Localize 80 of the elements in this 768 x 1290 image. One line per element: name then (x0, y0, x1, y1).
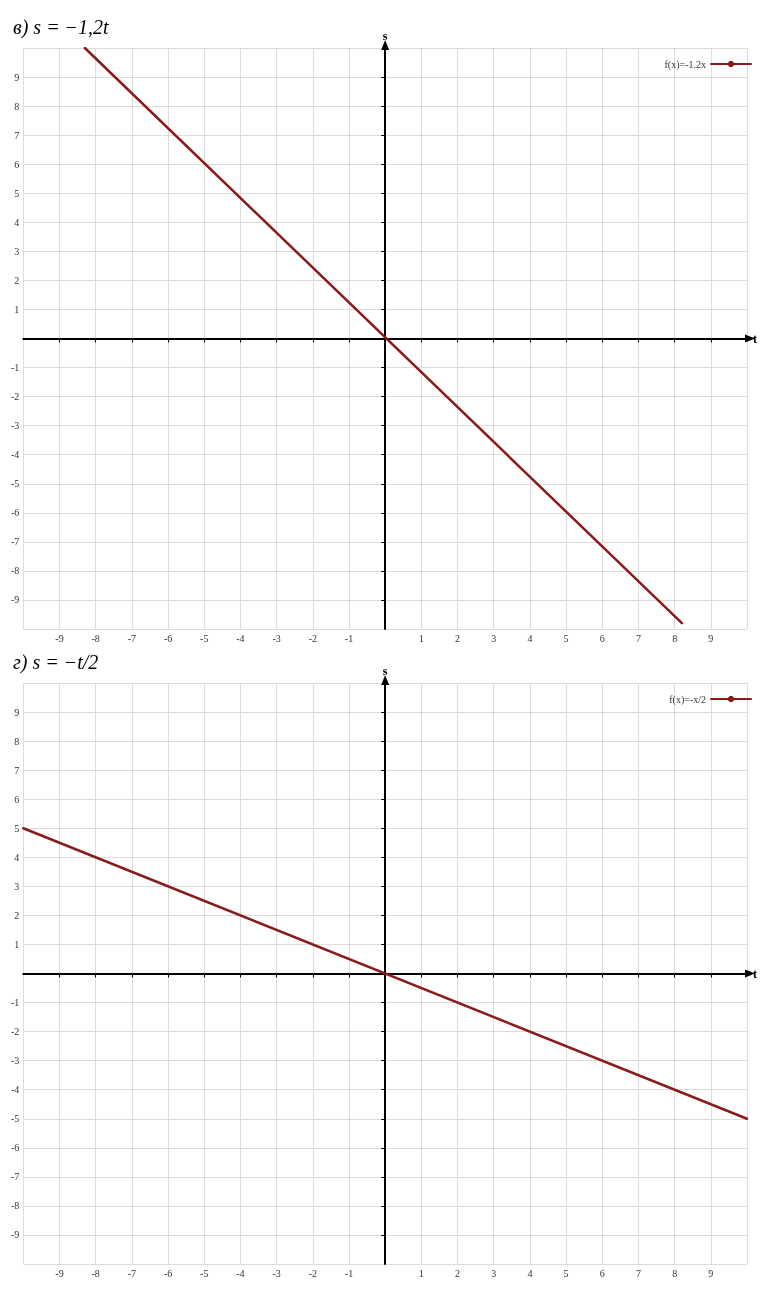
legend-label: f(x)=-1.2x (664, 58, 706, 71)
x-tick-label: 8 (672, 632, 678, 644)
x-tick-label: -7 (127, 632, 137, 644)
y-tick-label: -7 (10, 1171, 20, 1183)
x-tick-label: -4 (236, 1267, 245, 1279)
y-tick-label: 4 (14, 216, 20, 228)
x-tick-label: -2 (308, 1267, 317, 1279)
y-tick-label: 7 (14, 129, 20, 141)
x-tick-label: -8 (91, 632, 100, 644)
chart-title: г) s = −t/2 (13, 651, 99, 674)
x-tick-label: -1 (344, 632, 354, 644)
x-tick-label: -5 (200, 1267, 209, 1279)
x-tick-label: -6 (163, 632, 173, 644)
y-tick-label: 8 (14, 735, 20, 747)
y-tick-label: 1 (14, 938, 20, 950)
x-tick-label: -3 (272, 1267, 281, 1279)
x-tick-label: -9 (55, 1267, 64, 1279)
x-tick-label: 5 (563, 632, 569, 644)
y-tick-label: 5 (14, 822, 20, 834)
x-tick-label: 4 (527, 1267, 533, 1279)
x-tick-label: 2 (455, 632, 461, 644)
x-tick-label: 8 (672, 1267, 678, 1279)
x-tick-label: 3 (491, 1267, 497, 1279)
y-tick-label: -6 (10, 507, 20, 519)
x-tick-label: 4 (527, 632, 533, 644)
y-tick-label: 9 (14, 71, 20, 83)
x-axis-title: t (753, 331, 757, 346)
y-tick-label: -6 (10, 1142, 20, 1154)
y-tick-label: -3 (10, 420, 20, 432)
y-tick-label: 5 (14, 187, 20, 199)
x-tick-label: 9 (708, 632, 714, 644)
y-tick-label: -9 (10, 1229, 20, 1241)
x-tick-label: -9 (55, 632, 64, 644)
x-tick-label: 1 (418, 632, 424, 644)
x-tick-label: 1 (418, 1267, 424, 1279)
x-tick-label: 3 (491, 632, 497, 644)
x-tick-label: 5 (563, 1267, 569, 1279)
x-tick-label: 7 (635, 632, 641, 644)
y-tick-label: 3 (14, 245, 20, 257)
y-tick-label: -3 (10, 1055, 20, 1067)
x-tick-label: -7 (127, 1267, 137, 1279)
x-tick-label: 2 (455, 1267, 461, 1279)
x-axis-title: t (753, 966, 757, 981)
x-tick-label: -6 (163, 1267, 173, 1279)
x-tick-label: -3 (272, 632, 281, 644)
y-tick-label: -1 (10, 362, 20, 374)
y-tick-label: 3 (14, 880, 20, 892)
y-tick-label: -8 (10, 565, 20, 577)
y-tick-label: -8 (10, 1200, 20, 1212)
y-tick-label: -5 (10, 1113, 20, 1125)
y-tick-label: 2 (14, 909, 20, 921)
y-tick-label: 2 (14, 274, 20, 286)
y-tick-label: -4 (10, 1084, 20, 1096)
x-tick-label: -1 (344, 1267, 354, 1279)
x-tick-label: 9 (708, 1267, 714, 1279)
y-tick-label: 9 (14, 706, 20, 718)
y-tick-label: 6 (14, 158, 20, 170)
y-tick-label: 7 (14, 764, 20, 776)
y-tick-label: -5 (10, 478, 20, 490)
y-tick-label: 6 (14, 793, 20, 805)
y-tick-label: -4 (10, 449, 20, 461)
y-tick-label: -2 (10, 1026, 20, 1038)
y-tick-label: -9 (10, 594, 20, 606)
y-tick-label: 1 (14, 303, 20, 315)
y-tick-label: -2 (10, 391, 20, 403)
x-tick-label: -8 (91, 1267, 100, 1279)
y-axis-title: s (382, 664, 388, 678)
legend-label: f(x)=-x/2 (669, 693, 706, 706)
x-tick-label: 6 (599, 1267, 605, 1279)
x-tick-label: -5 (200, 632, 209, 644)
x-tick-label: 6 (599, 632, 605, 644)
y-tick-label: 4 (14, 851, 20, 863)
x-tick-label: -2 (308, 632, 317, 644)
y-axis-title: s (382, 29, 388, 43)
y-tick-label: -7 (10, 536, 20, 548)
x-tick-label: -4 (236, 632, 245, 644)
y-tick-label: 8 (14, 100, 20, 112)
y-tick-label: -1 (10, 997, 20, 1009)
chart-title: в) s = −1,2t (13, 16, 110, 39)
x-tick-label: 7 (635, 1267, 641, 1279)
